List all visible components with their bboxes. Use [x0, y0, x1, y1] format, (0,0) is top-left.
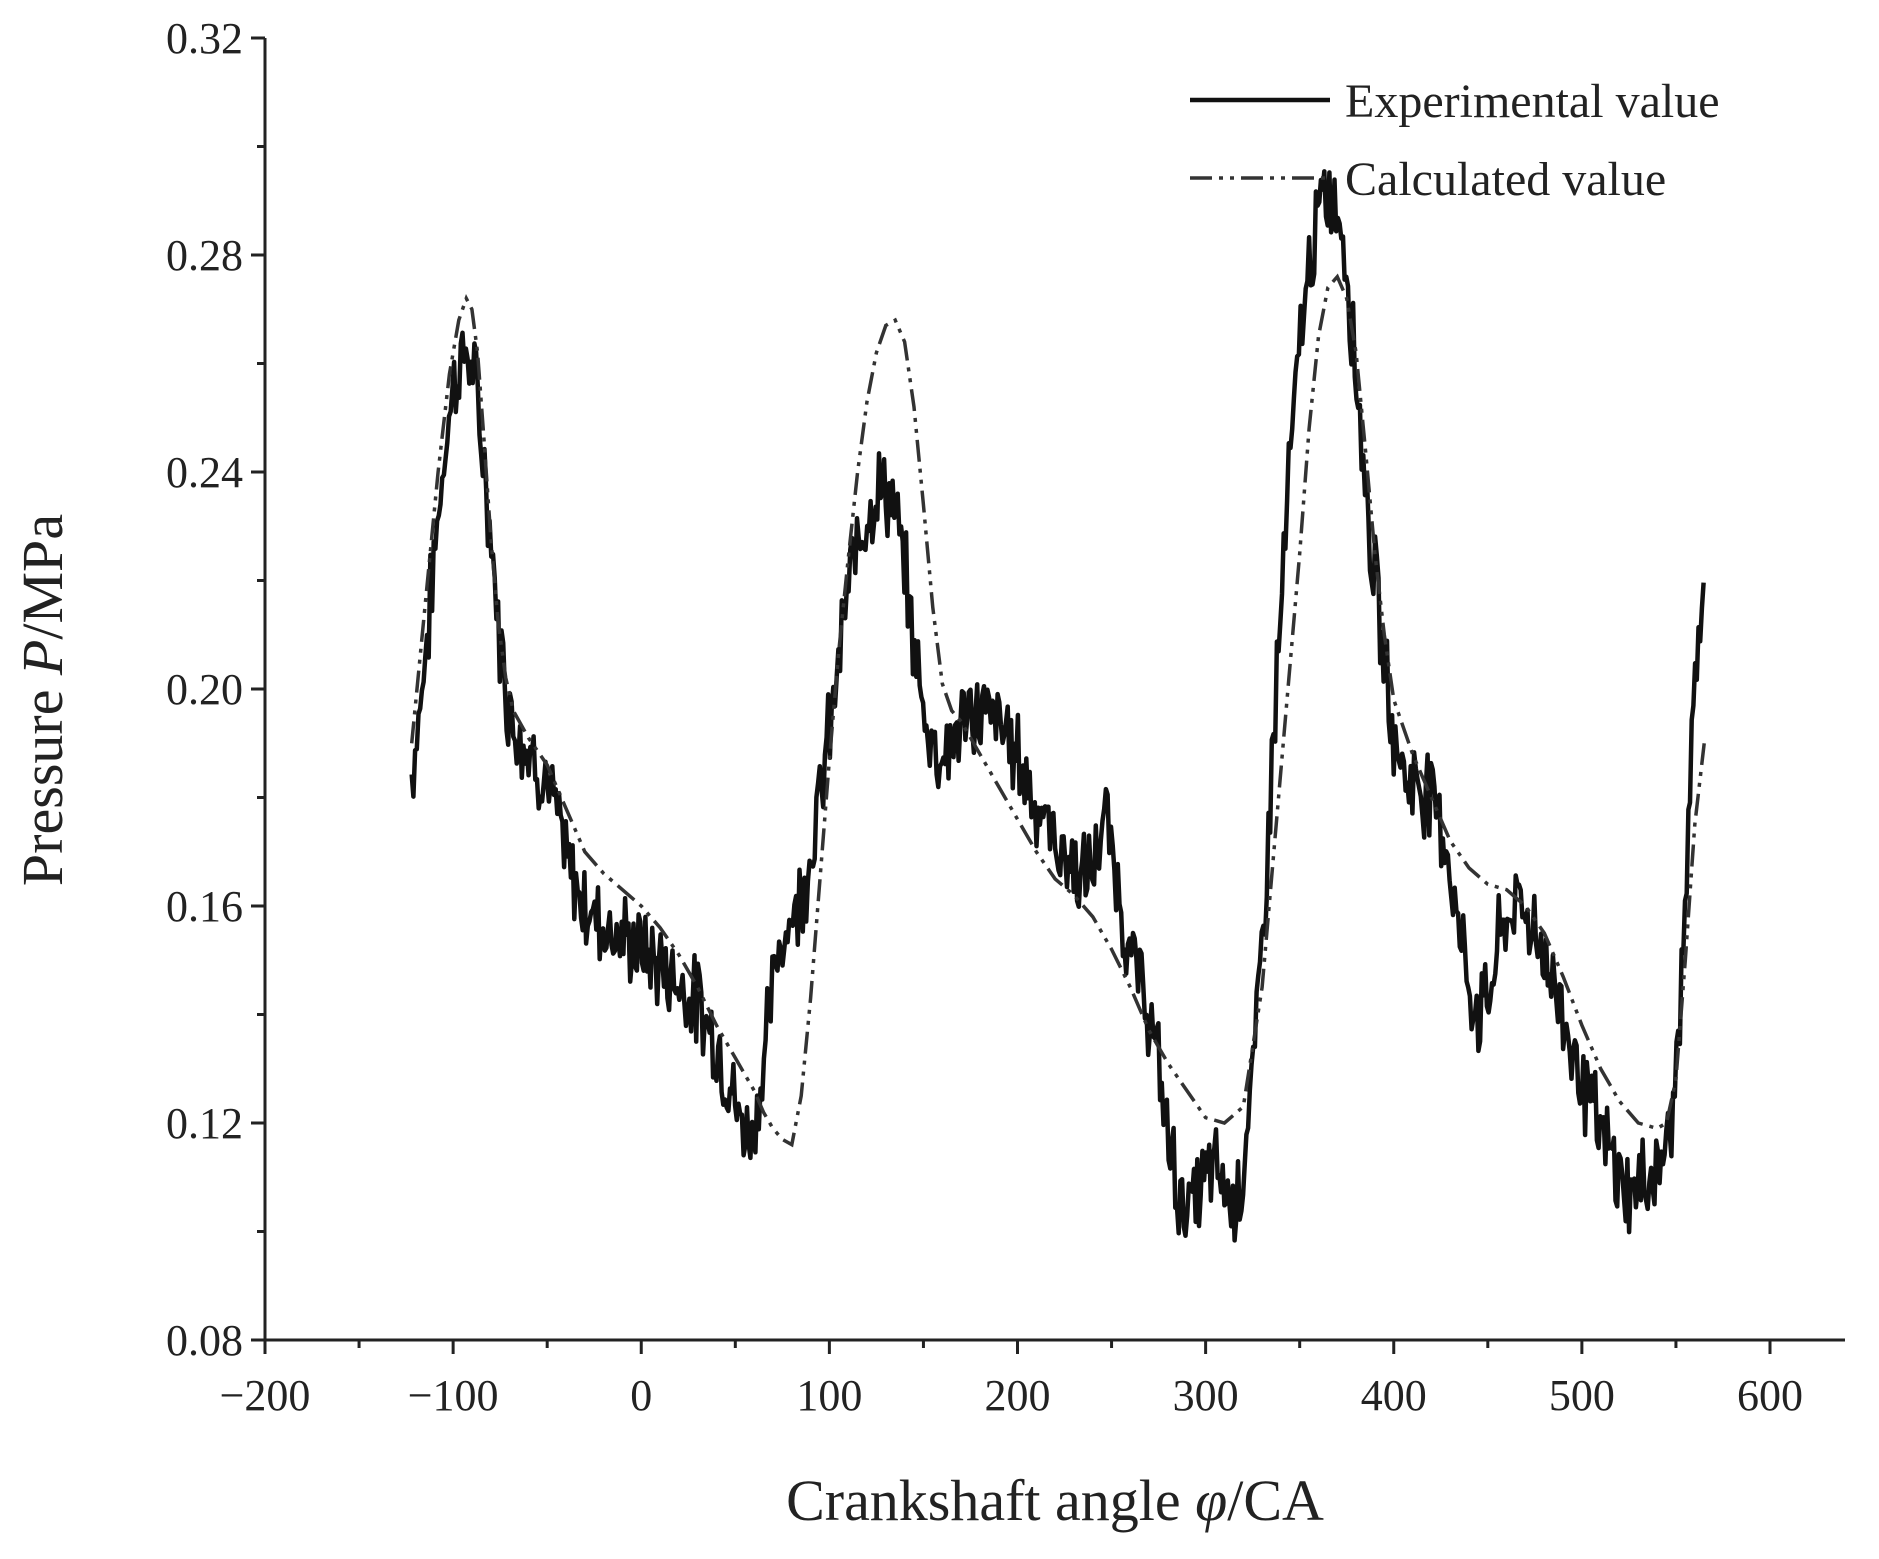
x-tick-label: 0 [630, 1371, 652, 1420]
y-tick-label: 0.28 [166, 231, 243, 280]
y-tick-label: 0.12 [166, 1099, 243, 1148]
legend-label-experimental: Experimental value [1345, 75, 1720, 128]
y-tick-label: 0.20 [166, 665, 243, 714]
y-tick-label: 0.24 [166, 448, 243, 497]
x-axis-title: Crankshaft angle φ/CA [786, 1468, 1324, 1533]
x-axis-title-symbol: φ [1195, 1468, 1227, 1533]
x-axis-title-part-1: Crankshaft angle [786, 1468, 1195, 1533]
y-axis-title-part-1: Pressure [10, 675, 75, 886]
legend: Experimental value Calculated value [1190, 75, 1720, 206]
ticks-group [251, 36, 1772, 1354]
x-tick-label: 200 [985, 1371, 1051, 1420]
y-tick-label: 0.32 [166, 14, 243, 63]
y-axis-title-symbol: P [10, 640, 75, 676]
x-tick-label: −100 [408, 1371, 499, 1420]
x-tick-label: 600 [1737, 1371, 1803, 1420]
plot-series-group [409, 169, 1706, 1243]
y-axis-title: Pressure P/MPa [10, 514, 75, 886]
y-tick-label: 0.16 [166, 882, 243, 931]
x-axis-title-part-3: /CA [1227, 1468, 1324, 1533]
x-tick-label: 300 [1173, 1371, 1239, 1420]
tick-labels-group: −200 −100 0 100 200 300 400 500 600 0.08 0.12 0.16 0… [166, 14, 1803, 1420]
legend-label-calculated: Calculated value [1345, 153, 1666, 206]
x-tick-label: 400 [1361, 1371, 1427, 1420]
y-tick-label: 0.08 [166, 1316, 243, 1365]
x-tick-label: −200 [220, 1371, 311, 1420]
series-line-experimental [409, 169, 1706, 1243]
x-tick-label: 100 [796, 1371, 862, 1420]
x-tick-label: 500 [1549, 1371, 1615, 1420]
y-axis-title-part-3: /MPa [10, 514, 75, 640]
